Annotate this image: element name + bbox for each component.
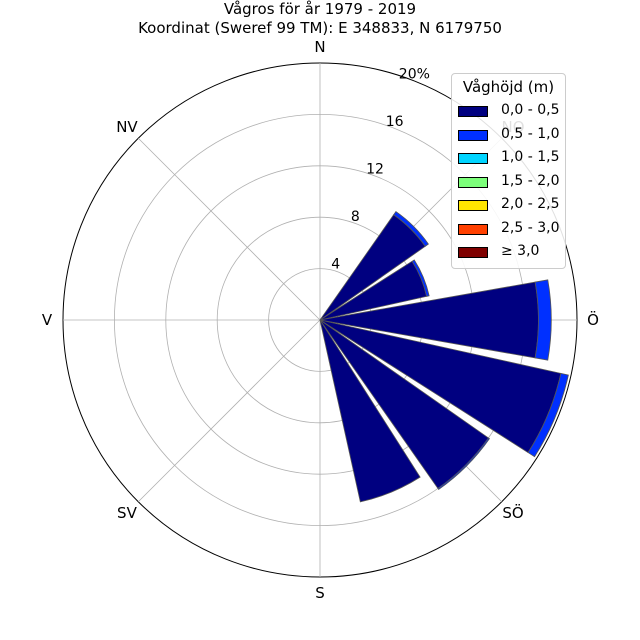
legend-item: 0,0 - 0,5 bbox=[458, 102, 563, 122]
chart-title-line1: Vågros för år 1979 - 2019 bbox=[223, 0, 417, 18]
sector-bars bbox=[319, 211, 569, 503]
direction-label: Ö bbox=[587, 310, 599, 329]
radial-tick-label: 16 bbox=[386, 114, 404, 130]
legend: Våghöjd (m) 0,0 - 0,5 0,5 - 1,0 1,0 - 1,5 1… bbox=[451, 73, 566, 269]
legend-item: ≥ 3,0 bbox=[458, 243, 563, 263]
direction-label: N bbox=[314, 38, 325, 56]
legend-swatch bbox=[458, 129, 488, 141]
legend-item: 2,5 - 3,0 bbox=[458, 220, 563, 240]
legend-item: 1,0 - 1,5 bbox=[458, 149, 563, 169]
legend-swatch bbox=[458, 153, 488, 164]
sector-bar bbox=[437, 437, 491, 491]
legend-swatch bbox=[458, 200, 488, 211]
sector-bar bbox=[527, 372, 569, 458]
radial-tick-label: 4 bbox=[331, 257, 340, 273]
legend-swatch bbox=[458, 106, 488, 117]
legend-label: 2,5 - 3,0 bbox=[501, 219, 560, 236]
legend-label: ≥ 3,0 bbox=[501, 243, 540, 259]
radial-tick-label: 12 bbox=[366, 162, 384, 178]
legend-item: 1,5 - 2,0 bbox=[458, 173, 563, 193]
direction-label: SÖ bbox=[502, 503, 523, 522]
sector-bar bbox=[393, 211, 429, 247]
grid-spoke bbox=[137, 137, 321, 321]
legend-label: 1,5 - 2,0 bbox=[501, 172, 560, 189]
radial-tick-label: 8 bbox=[351, 209, 360, 225]
legend-swatch bbox=[458, 247, 488, 258]
legend-label: 1,0 - 1,5 bbox=[501, 149, 560, 165]
direction-label: V bbox=[42, 311, 53, 329]
legend-swatch bbox=[458, 176, 488, 188]
direction-label: SV bbox=[117, 504, 138, 522]
direction-label: NV bbox=[116, 118, 138, 136]
direction-label: S bbox=[315, 584, 325, 602]
legend-label: 2,0 - 2,5 bbox=[501, 196, 560, 212]
sector-bar bbox=[319, 319, 421, 503]
grid-spoke bbox=[137, 319, 321, 503]
legend-item: 2,0 - 2,5 bbox=[458, 196, 563, 216]
sector-bar bbox=[411, 259, 430, 297]
chart-title: Vågros för år 1979 - 2019 Koordinat (Swe… bbox=[0, 0, 640, 38]
legend-item: 0,5 - 1,0 bbox=[458, 126, 563, 146]
legend-title: Våghöjd (m) bbox=[462, 78, 555, 96]
legend-label: 0,0 - 0,5 bbox=[501, 102, 560, 118]
chart-title-line2: Koordinat (Sweref 99 TM): E 348833, N 61… bbox=[138, 19, 502, 37]
legend-label: 0,5 - 1,0 bbox=[501, 125, 560, 142]
sector-bar bbox=[534, 279, 552, 361]
radial-tick-label: 20% bbox=[399, 67, 430, 83]
radial-tick-labels: 4 8 12 16 20% bbox=[331, 67, 430, 273]
legend-swatch bbox=[458, 223, 488, 235]
